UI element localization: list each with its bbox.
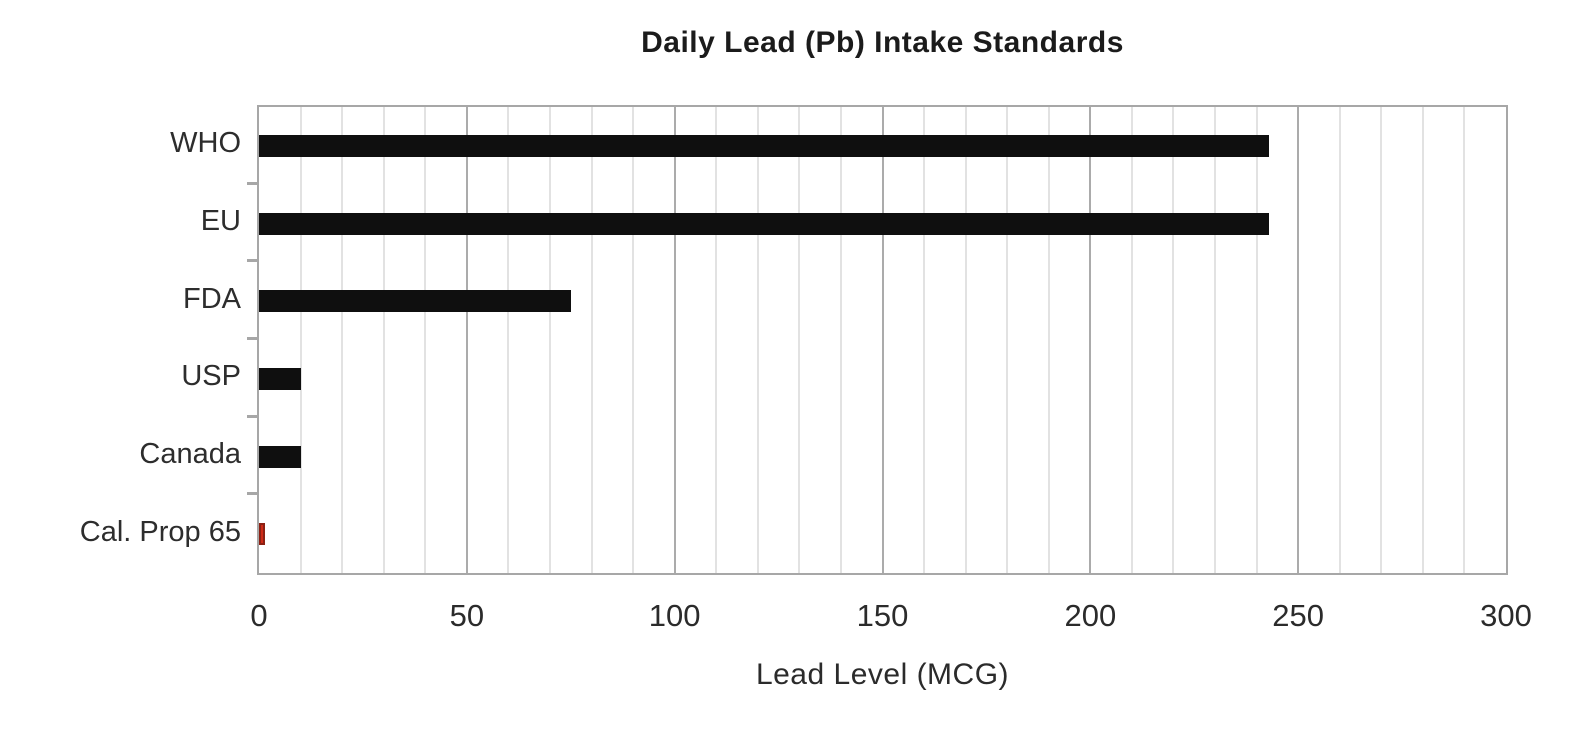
major-gridline [1089,107,1092,573]
minor-gridline [632,107,635,573]
minor-gridline [715,107,718,573]
bar-eu [259,212,1270,235]
x-axis-tick-label: 150 [856,598,909,633]
category-label: USP [181,360,241,393]
x-axis-tick-label: 200 [1064,598,1117,633]
major-gridline [465,107,468,573]
category-label: WHO [170,127,241,160]
major-gridline [881,107,884,573]
x-axis-tick-label: 100 [648,598,701,633]
y-axis-tick [247,492,257,496]
minor-gridline [1463,107,1466,573]
minor-gridline [424,107,427,573]
minor-gridline [341,107,344,573]
minor-gridline [1047,107,1050,573]
minor-gridline [798,107,801,573]
minor-gridline [1338,107,1341,573]
x-axis-tick-label: 300 [1480,598,1532,633]
minor-gridline [590,107,593,573]
bar-canada [259,445,301,468]
minor-gridline [756,107,759,573]
minor-gridline [964,107,967,573]
category-label: FDA [183,282,241,315]
minor-gridline [1172,107,1175,573]
chart-title: Daily Lead (Pb) Intake Standards [641,26,1124,59]
x-axis-tick-label: 0 [250,598,268,633]
minor-gridline [382,107,385,573]
major-gridline [1297,107,1300,573]
minor-gridline [507,107,510,573]
bar-cal-prop-65 [259,523,265,546]
y-axis-tick [247,337,257,340]
category-label: Canada [139,438,241,470]
y-axis-tick [247,414,257,418]
minor-gridline [839,107,842,573]
y-axis-tick [247,181,257,185]
minor-gridline [1380,107,1383,573]
minor-gridline [1255,107,1258,573]
category-label: EU [200,205,241,237]
minor-gridline [1130,107,1133,573]
minor-gridline [923,107,926,573]
x-axis-tick-label: 50 [449,598,485,633]
bar-usp [259,367,301,390]
plot-area [257,105,1508,575]
x-axis-tick-label: 250 [1272,598,1325,633]
minor-gridline [548,107,551,573]
y-axis-tick [247,259,257,263]
category-label: Cal. Prop 65 [79,515,241,548]
minor-gridline [1006,107,1009,573]
minor-gridline [299,107,302,573]
major-gridline [673,107,676,573]
bar-fda [259,290,571,313]
x-axis-title: Lead Level (MCG) [755,658,1010,691]
bar-who [259,134,1270,157]
minor-gridline [1421,107,1424,573]
minor-gridline [1214,107,1217,573]
